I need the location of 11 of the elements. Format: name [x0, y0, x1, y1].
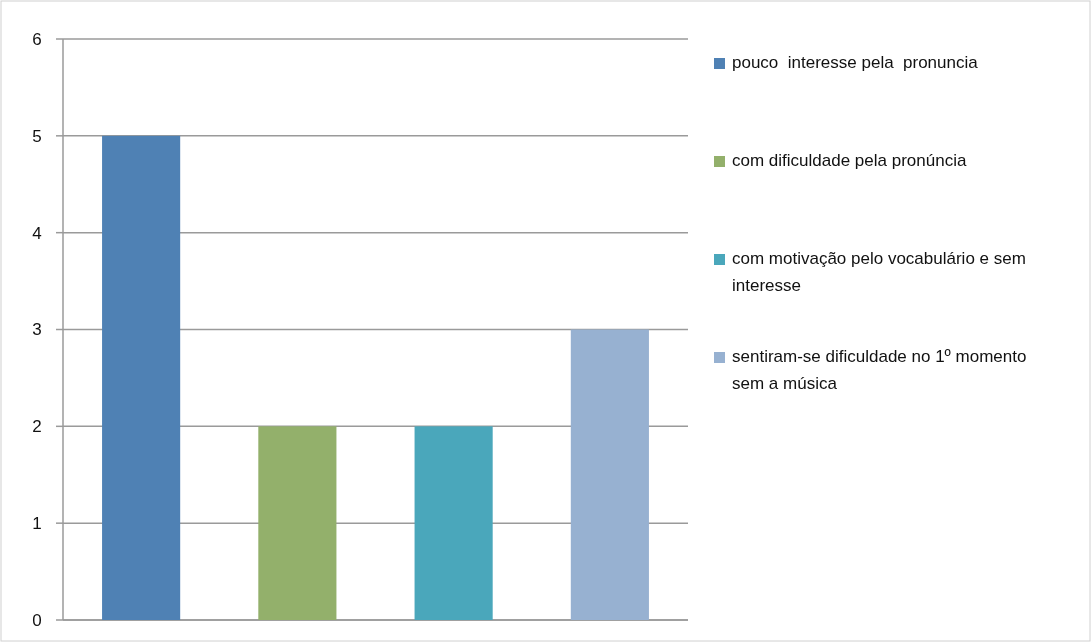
y-tick-label: 5	[32, 126, 42, 146]
legend-label: com motivação pelo vocabulário e sem interesse	[732, 249, 1026, 295]
y-tick-label: 1	[32, 514, 42, 534]
legend-label: pouco interesse pela pronuncia	[732, 53, 979, 72]
legend-label: com dificuldade pela pronúncia	[732, 151, 967, 170]
legend-label: sentiram-se dificuldade no 1º momento sem a música	[732, 347, 1027, 393]
y-tick-label: 3	[32, 320, 42, 340]
y-tick-label: 4	[32, 223, 42, 243]
y-tick-label: 0	[32, 610, 42, 630]
y-tick-label: 2	[32, 417, 42, 437]
y-tick-label: 6	[32, 29, 42, 49]
